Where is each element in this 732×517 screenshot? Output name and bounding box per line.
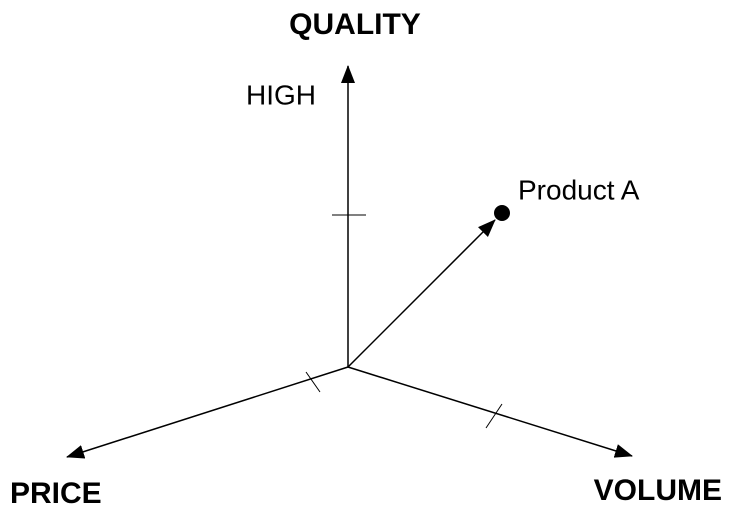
volume-axis <box>347 366 633 458</box>
quality-label: QUALITY <box>289 8 421 41</box>
product-label: Product A <box>518 174 640 205</box>
price-label: PRICE <box>10 477 102 510</box>
product-vector <box>347 219 496 368</box>
price-axis <box>66 366 349 459</box>
high-label: HIGH <box>246 79 316 110</box>
axes <box>66 65 633 459</box>
product-point <box>494 205 510 221</box>
tick <box>485 403 503 429</box>
volume-label: VOLUME <box>594 474 722 507</box>
tick <box>305 371 321 393</box>
